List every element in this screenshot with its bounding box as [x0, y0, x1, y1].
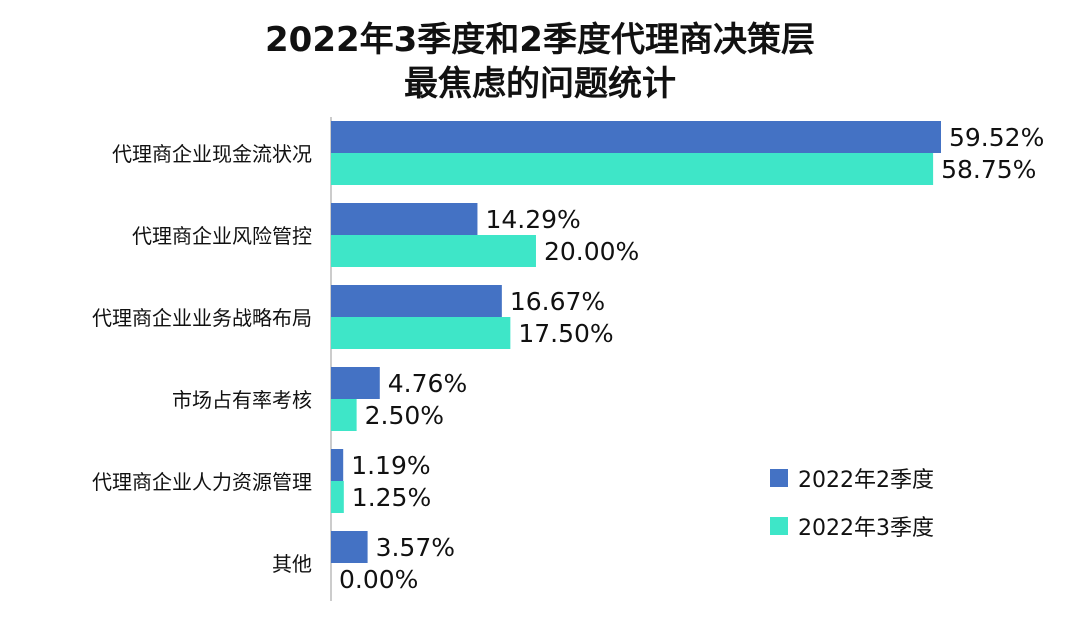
category-label: 代理商企业风险管控 — [132, 224, 312, 248]
data-label: 2.50% — [365, 401, 444, 430]
chart-title-line-1: 2022年3季度和2季度代理商决策层 — [265, 20, 815, 60]
bar-q2 — [331, 449, 344, 481]
chart-title: 2022年3季度和2季度代理商决策层 最焦虑的问题统计 — [0, 18, 1080, 106]
bar-q2 — [331, 203, 478, 235]
category-label: 代理商企业业务战略布局 — [92, 306, 312, 330]
data-label: 1.19% — [351, 451, 430, 480]
chart-title-line-2: 最焦虑的问题统计 — [404, 64, 676, 104]
legend-label-q2: 2022年2季度 — [798, 468, 934, 493]
bar-q2 — [331, 285, 502, 317]
data-label: 0.00% — [339, 565, 418, 594]
bar-q2 — [331, 121, 941, 153]
data-label: 20.00% — [544, 237, 639, 266]
bar-q3 — [331, 235, 536, 267]
category-label: 代理商企业人力资源管理 — [92, 470, 312, 494]
data-label: 14.29% — [485, 205, 580, 234]
data-label: 3.57% — [376, 533, 455, 562]
category-label: 代理商企业现金流状况 — [112, 142, 312, 166]
bar-q3 — [331, 481, 344, 513]
data-label: 59.52% — [949, 123, 1044, 152]
legend: 2022年2季度 2022年3季度 — [770, 466, 934, 562]
data-label: 4.76% — [388, 369, 467, 398]
legend-label-q3: 2022年3季度 — [798, 516, 934, 541]
legend-swatch-q3 — [770, 517, 788, 535]
data-label: 16.67% — [510, 287, 605, 316]
data-label: 17.50% — [518, 319, 613, 348]
category-label: 其他 — [272, 552, 312, 576]
data-label: 58.75% — [941, 155, 1036, 184]
data-label: 1.25% — [352, 483, 431, 512]
legend-item-q2: 2022年2季度 — [770, 466, 934, 493]
legend-swatch-q2 — [770, 469, 788, 487]
bar-q3 — [331, 399, 357, 431]
category-label: 市场占有率考核 — [172, 388, 312, 412]
bar-q3 — [331, 317, 511, 349]
bar-q2 — [331, 531, 368, 563]
bar-q3 — [331, 153, 934, 185]
bar-q2 — [331, 367, 380, 399]
legend-item-q3: 2022年3季度 — [770, 514, 934, 541]
